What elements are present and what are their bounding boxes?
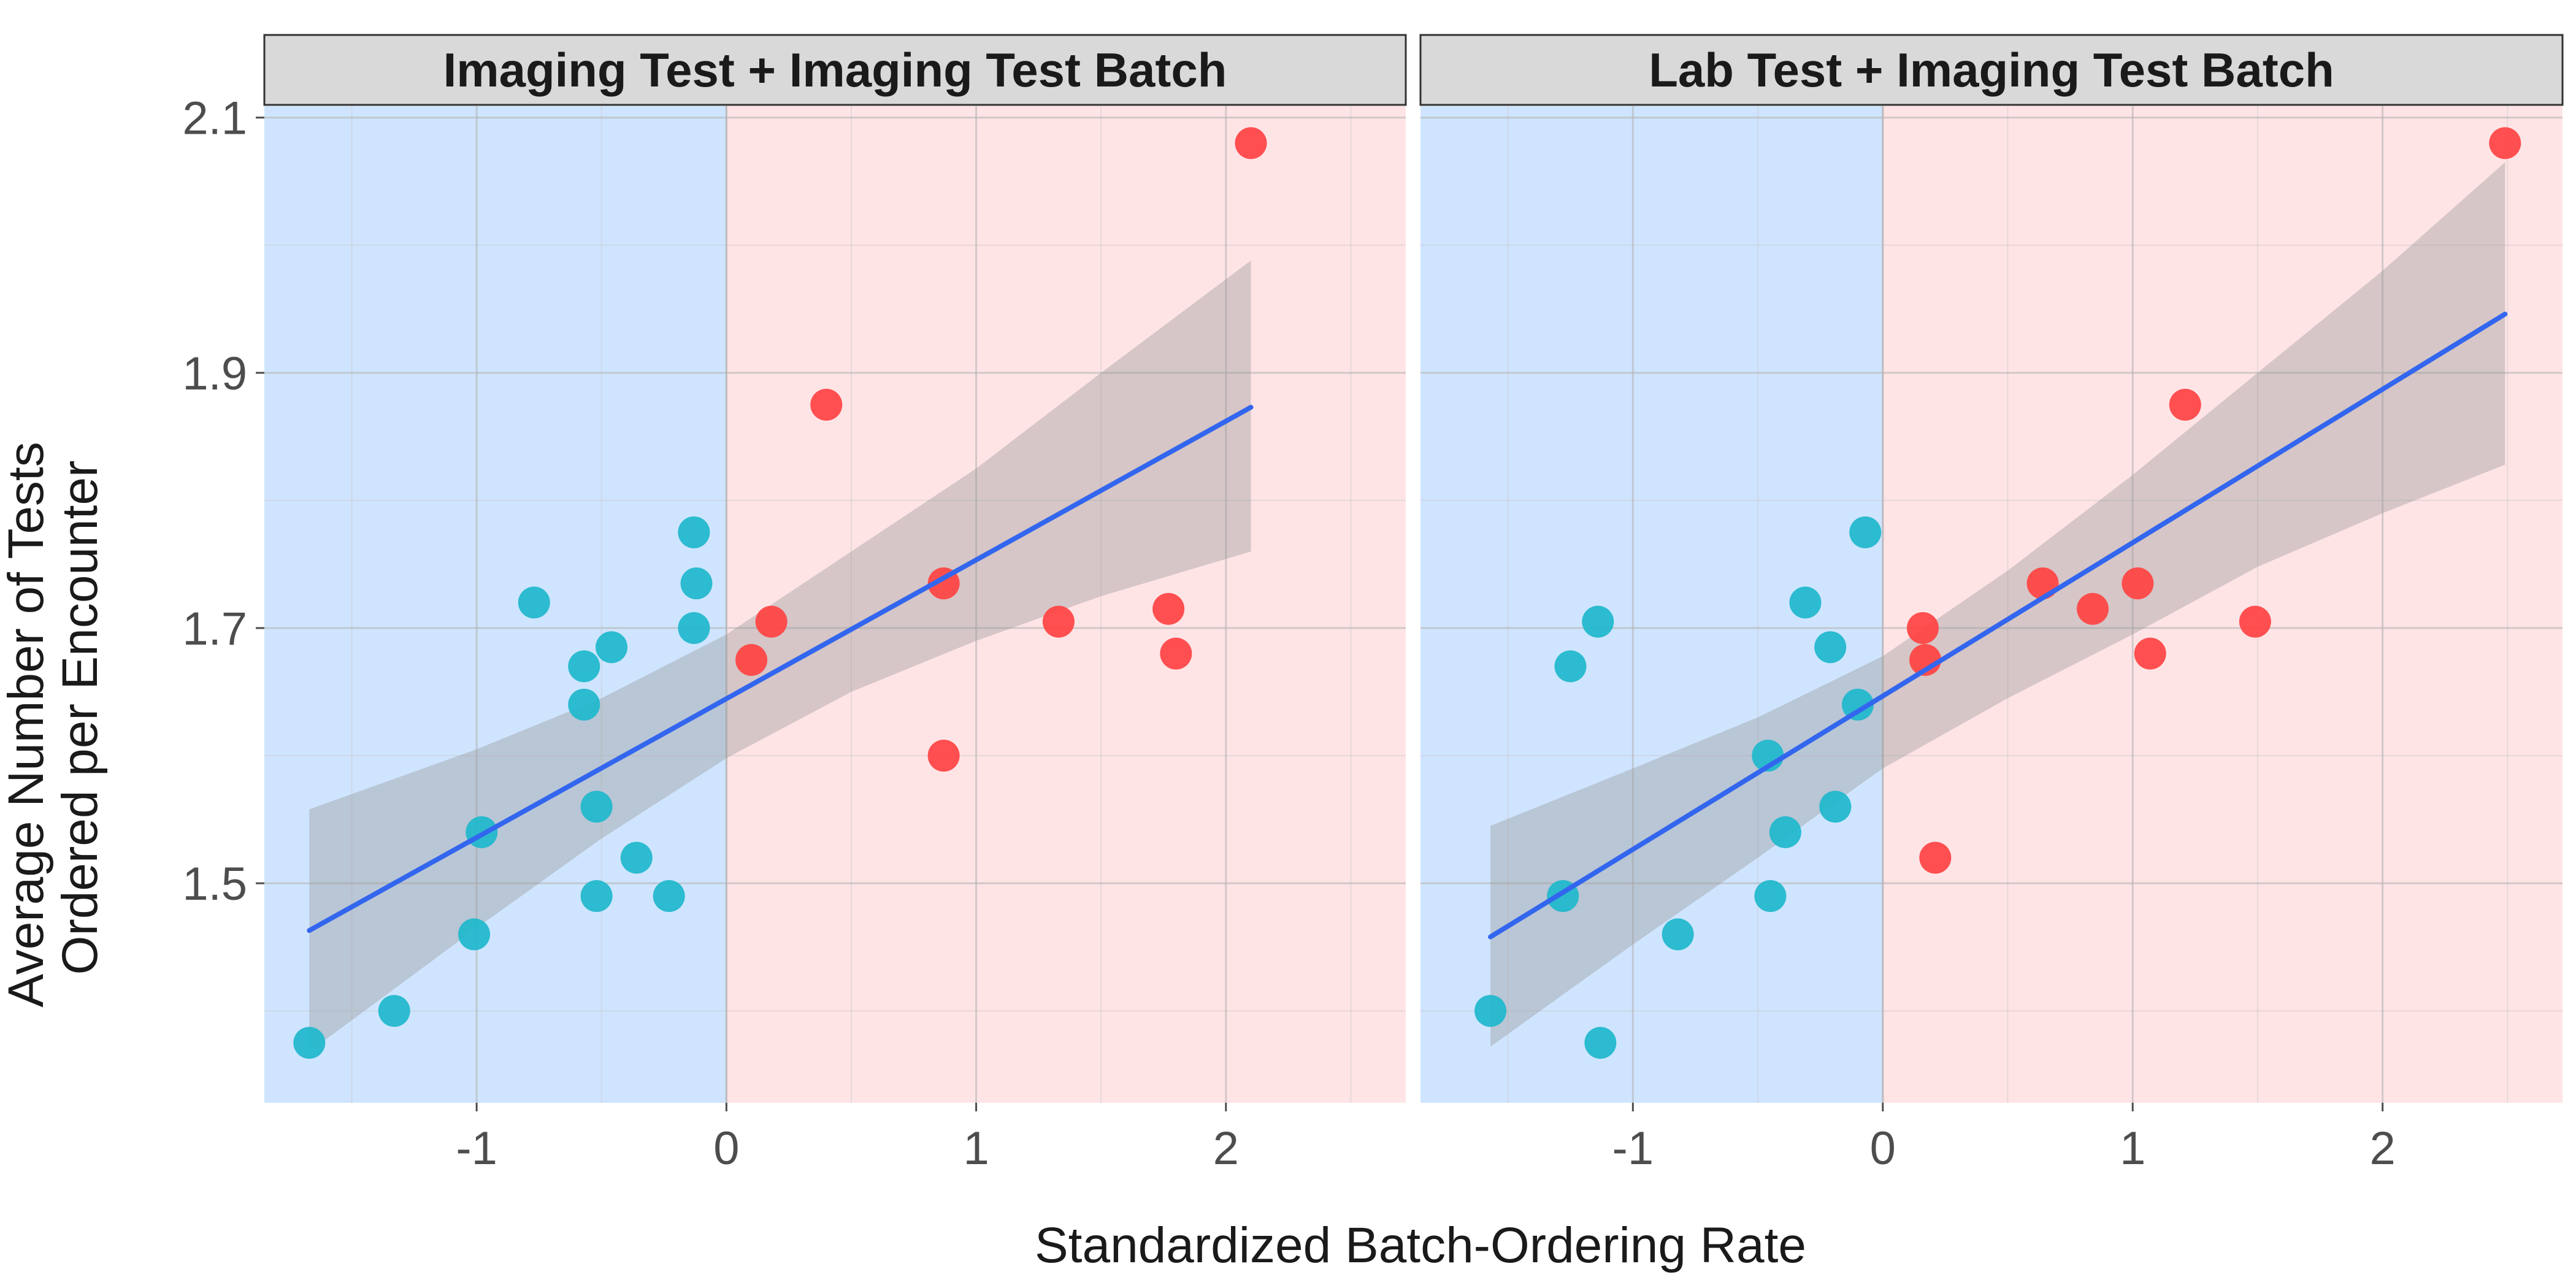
data-point xyxy=(678,611,710,644)
data-point xyxy=(755,605,788,638)
data-point xyxy=(2239,605,2271,638)
data-point xyxy=(1662,918,1694,951)
data-point xyxy=(2026,567,2059,600)
data-point xyxy=(518,586,550,619)
data-point xyxy=(2489,127,2521,159)
facet-strip xyxy=(263,34,1407,106)
data-point xyxy=(653,880,685,912)
y-tick-label: 1.5 xyxy=(182,858,247,910)
x-tick-label: -1 xyxy=(456,1122,497,1175)
data-point xyxy=(1842,688,1874,721)
y-axis: 1.5 1.7 1.9 2.1 xyxy=(182,93,264,910)
data-point xyxy=(680,567,713,600)
x-axis-title: Standardized Batch-Ordering Rate xyxy=(1035,1217,1806,1273)
regression-line xyxy=(307,405,1254,933)
panel-1: Imaging Test + Imaging Test Batch -1 0 1 2 xyxy=(263,34,1407,1175)
y-tick-label: 1.9 xyxy=(182,348,247,400)
data-point xyxy=(1814,631,1847,664)
facet-strip xyxy=(1419,34,2564,106)
data-point xyxy=(1042,605,1075,638)
x-tick-label: 2 xyxy=(1213,1122,1239,1175)
facet-strip-label: Lab Test + Imaging Test Batch xyxy=(1649,43,2334,97)
region-below-zero xyxy=(264,106,727,1103)
facet-strip-label: Imaging Test + Imaging Test Batch xyxy=(443,43,1227,97)
data-point xyxy=(568,688,600,721)
data-point xyxy=(1584,1027,1617,1059)
confidence-band xyxy=(1490,162,2505,1047)
data-point xyxy=(735,644,768,677)
y-tick-label: 2.1 xyxy=(182,93,247,145)
data-point xyxy=(1849,516,1882,548)
data-point xyxy=(1474,995,1507,1027)
confidence-band xyxy=(309,260,1251,1052)
y-axis-title-line-2: Ordered per Encounter xyxy=(52,461,108,975)
x-tick-label: 0 xyxy=(1870,1122,1896,1175)
data-point xyxy=(1819,791,1852,823)
data-point xyxy=(678,516,710,548)
data-point xyxy=(810,388,843,421)
data-point xyxy=(568,650,600,683)
data-point xyxy=(1582,605,1614,638)
panels-layer: Imaging Test + Imaging Test Batch-1 0 1 2La… xyxy=(263,34,2564,1175)
data-point xyxy=(458,918,491,951)
data-point xyxy=(1160,637,1192,670)
data-point xyxy=(2122,567,2154,600)
data-point xyxy=(2077,592,2109,625)
data-point xyxy=(580,791,613,823)
panel-2: Lab Test + Imaging Test Batch -1 0 1 2 xyxy=(1419,34,2564,1175)
data-point xyxy=(1919,841,1952,874)
data-point xyxy=(2169,388,2201,421)
data-point xyxy=(293,1027,326,1059)
x-tick-label: 2 xyxy=(2370,1122,2396,1175)
region-above-zero xyxy=(1882,106,2563,1103)
data-point xyxy=(1554,650,1587,683)
data-point xyxy=(927,740,960,772)
y-axis-title: Average Number of Tests Ordered per Enco… xyxy=(0,427,108,1007)
data-point xyxy=(596,631,628,664)
data-point xyxy=(2134,637,2166,670)
data-point xyxy=(1789,586,1822,619)
x-tick-label: 0 xyxy=(713,1122,739,1175)
data-point xyxy=(1152,592,1185,625)
data-point xyxy=(620,841,653,874)
data-point xyxy=(580,880,613,912)
x-tick-label: 1 xyxy=(2120,1122,2145,1175)
y-axis-title-line-1: Average Number of Tests xyxy=(0,442,54,1007)
data-point xyxy=(1769,816,1801,848)
data-point xyxy=(378,995,410,1027)
data-point xyxy=(1906,611,1939,644)
y-tick-label: 1.7 xyxy=(182,603,247,655)
data-point xyxy=(1235,127,1267,159)
data-point xyxy=(1754,880,1787,912)
x-tick-label: 1 xyxy=(963,1122,989,1175)
x-tick-label: -1 xyxy=(1612,1122,1654,1175)
regression-line xyxy=(1488,312,2508,940)
region-above-zero xyxy=(726,106,1406,1103)
